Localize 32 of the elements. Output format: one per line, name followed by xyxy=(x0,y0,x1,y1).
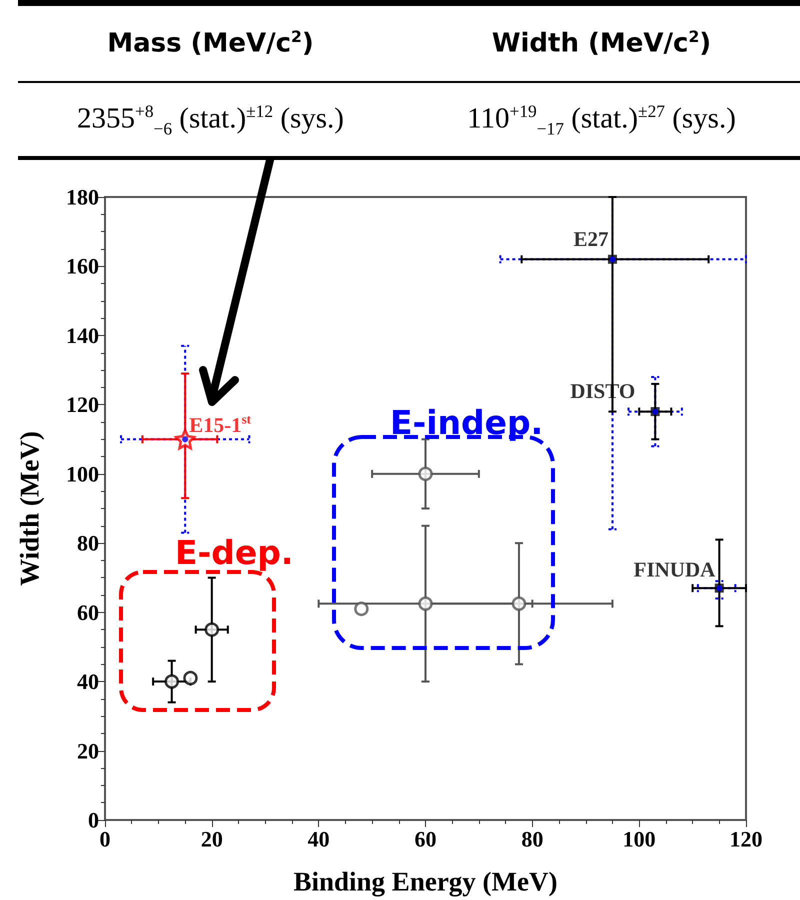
text: Mass (MeV/c$^{2}$) xyxy=(106,28,315,59)
x-axis-title: Binding Energy (MeV) xyxy=(293,866,558,896)
y-axis-title: Width (MeV) xyxy=(14,431,44,586)
y-tick-label: 0 xyxy=(88,808,99,832)
x-tick-label: 80 xyxy=(521,826,544,852)
x-tick-label: 60 xyxy=(414,826,436,852)
y-tick-label: 60 xyxy=(77,600,99,625)
x-tick-label: 100 xyxy=(622,826,656,852)
annotation: E-dep. xyxy=(175,533,294,572)
x-tick-label: 40 xyxy=(308,826,330,852)
point xyxy=(204,622,220,637)
y-tick-label: 160 xyxy=(66,254,99,279)
y-tick-label: 40 xyxy=(77,669,99,694)
y-tick-label: 120 xyxy=(66,392,99,418)
y-tick-label: 140 xyxy=(66,322,99,348)
text: 110$^{+19}$$_{−17}$ (stat.)$^{±27}$ (sys.) xyxy=(466,101,737,140)
point xyxy=(418,466,433,482)
annotation: FINUDA xyxy=(634,558,716,582)
point xyxy=(164,674,180,689)
point xyxy=(512,596,526,611)
point xyxy=(418,596,433,611)
annotation: E-indep. xyxy=(390,403,544,442)
point xyxy=(354,602,369,616)
x-tick-label: 120 xyxy=(730,826,762,852)
y-tick-label: 180 xyxy=(66,184,99,210)
y-tick-label: 100 xyxy=(66,461,99,486)
text: Width (MeV/c$^{2}$) xyxy=(490,28,712,59)
y-tick-label: 20 xyxy=(77,738,99,764)
y-tick-label: 80 xyxy=(77,530,99,556)
x-tick-label: 20 xyxy=(200,826,223,852)
annotation: E27 xyxy=(573,226,608,251)
text: 2355$^{+8}$$_{−6}$ (stat.)$^{±12}$ (sys.) xyxy=(76,101,345,140)
